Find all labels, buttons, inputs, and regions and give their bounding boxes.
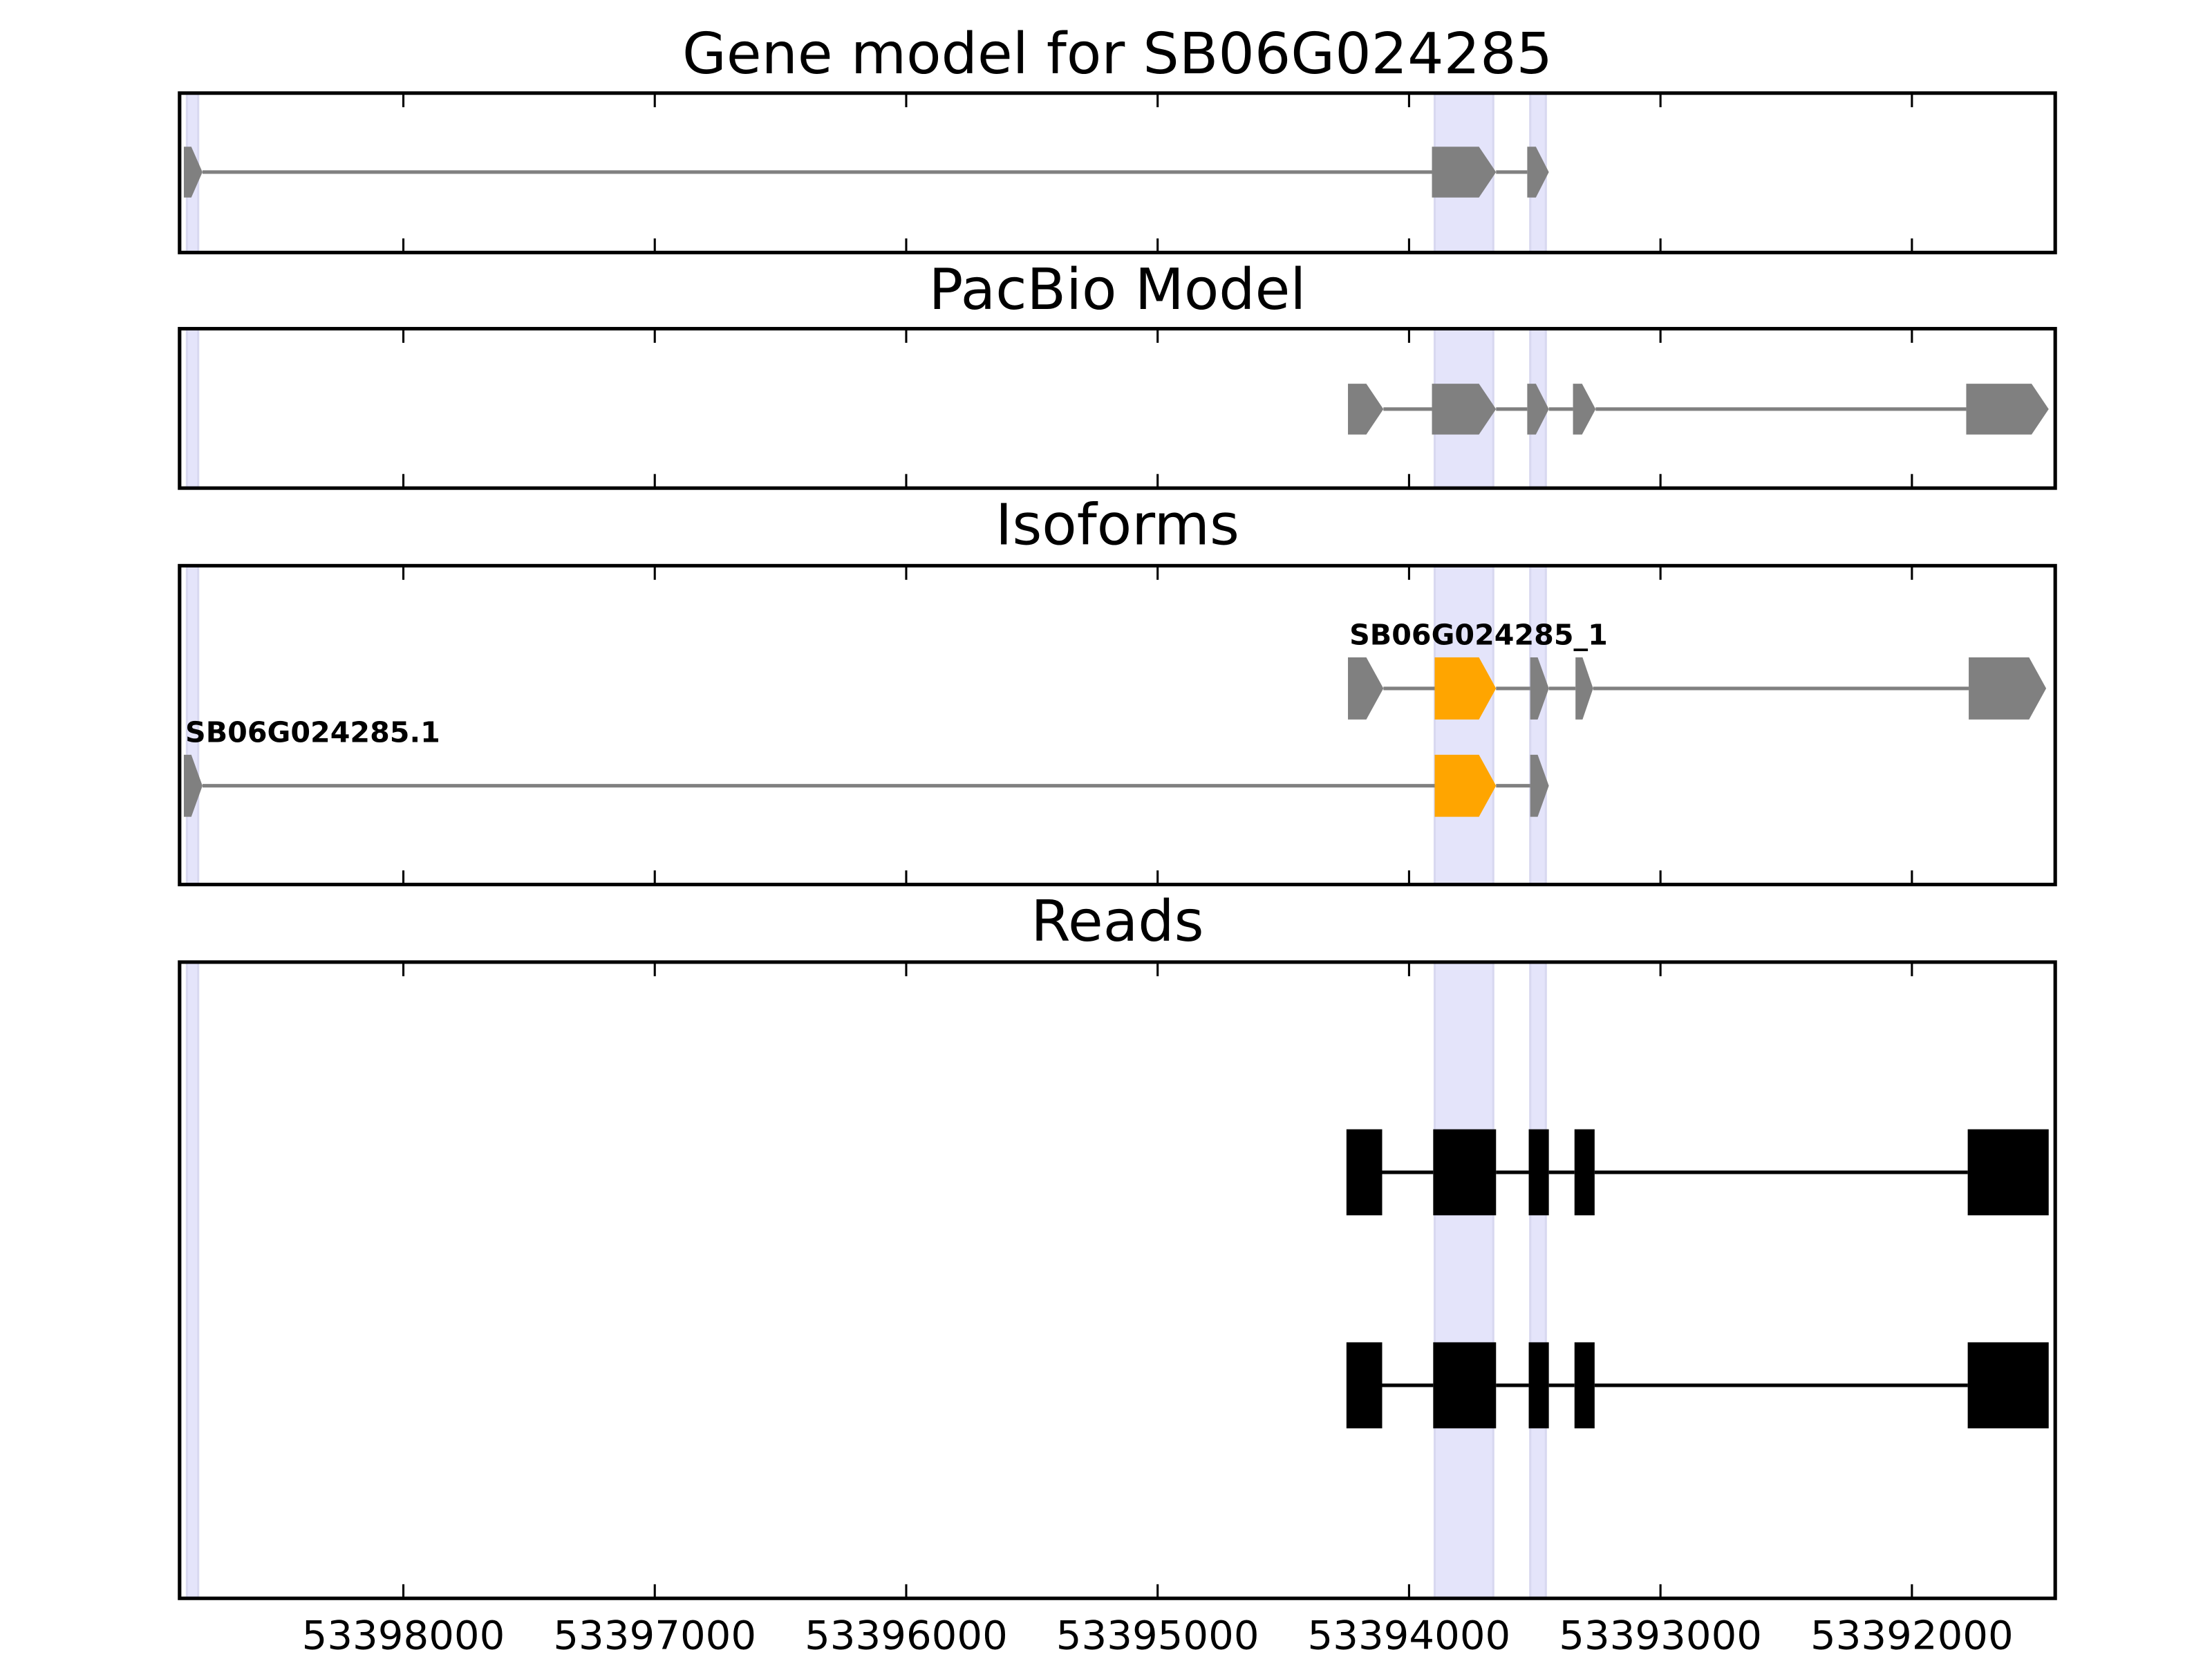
exon (1348, 657, 1384, 720)
highlight-band (1433, 564, 1494, 886)
x-tick-label: 53395000 (1056, 1613, 1259, 1659)
exon (1432, 147, 1497, 198)
track-label: SB06G024285_1 (1349, 619, 1608, 652)
exon (183, 147, 203, 198)
x-tick-label: 53393000 (1559, 1613, 1762, 1659)
exon (1527, 384, 1549, 435)
x-tick-label: 53397000 (553, 1613, 756, 1659)
exon (1573, 384, 1596, 435)
read-block (1574, 1342, 1595, 1429)
read-block (1574, 1129, 1595, 1216)
chart-title: Gene model for SB06G024285 (682, 22, 1553, 88)
read-block (1346, 1342, 1382, 1429)
read-block (1528, 1342, 1549, 1429)
exon (1530, 754, 1549, 817)
exon (1530, 657, 1549, 720)
chart-title: Isoforms (995, 493, 1239, 559)
read-block (1967, 1342, 2049, 1429)
highlight-band (185, 961, 200, 1600)
chart-title: Reads (1031, 890, 1203, 955)
track-label: SB06G024285.1 (185, 716, 440, 749)
chart-title: PacBio Model (929, 257, 1306, 323)
exon (183, 754, 203, 817)
x-tick-label: 53392000 (1810, 1613, 2014, 1659)
read-block (1346, 1129, 1382, 1216)
exon (1432, 384, 1497, 435)
exon (1434, 754, 1497, 817)
exon (1348, 384, 1384, 435)
exon (1575, 657, 1593, 720)
exon (1527, 147, 1549, 198)
highlight-band (1529, 564, 1547, 886)
read-block (1433, 1342, 1497, 1429)
panel-frame (178, 563, 2057, 887)
highlight-band (1529, 961, 1547, 1600)
exon (1969, 657, 2047, 720)
highlight-band (1433, 961, 1494, 1600)
x-tick-label: 53396000 (805, 1613, 1008, 1659)
panel-frame (178, 91, 2057, 254)
read-block (1967, 1129, 2049, 1216)
x-tick-label: 53394000 (1308, 1613, 1511, 1659)
x-tick-label: 53398000 (302, 1613, 505, 1659)
panel-frame (178, 326, 2057, 490)
panel-frame (178, 960, 2057, 1600)
exon (1434, 657, 1497, 720)
read-block (1528, 1129, 1549, 1216)
exon (1966, 384, 2049, 435)
read-block (1433, 1129, 1497, 1216)
highlight-band (185, 327, 200, 489)
